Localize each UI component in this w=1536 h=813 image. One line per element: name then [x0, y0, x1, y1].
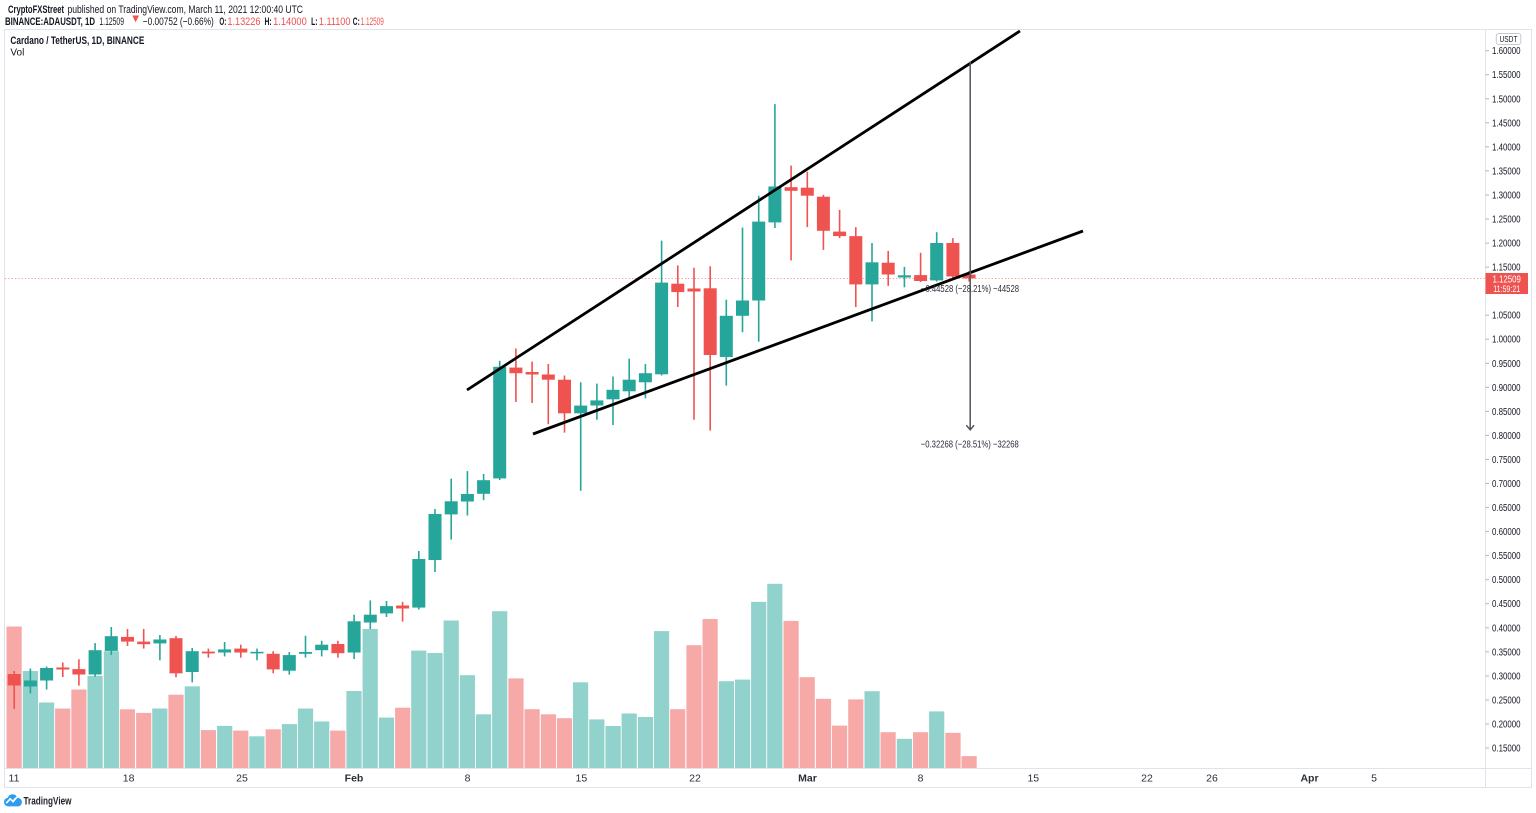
svg-text:−0.44528 (−28.21%) −44528: −0.44528 (−28.21%) −44528: [921, 284, 1019, 295]
svg-text:22: 22: [1141, 773, 1153, 785]
svg-text:1.00000: 1.00000: [1492, 335, 1521, 346]
svg-text:−0.00752 (−0.66%): −0.00752 (−0.66%): [143, 16, 214, 28]
svg-text:Apr: Apr: [1300, 773, 1318, 785]
svg-text:15: 15: [1027, 773, 1039, 785]
svg-text:26: 26: [1206, 773, 1218, 785]
svg-text:1.13226: 1.13226: [227, 16, 260, 28]
svg-text:0.85000: 0.85000: [1492, 407, 1521, 418]
svg-text:published on TradingView.com,: published on TradingView.com, March 11, …: [68, 4, 304, 16]
svg-text:0.35000: 0.35000: [1492, 647, 1521, 658]
svg-text:0.60000: 0.60000: [1492, 527, 1521, 538]
svg-text:18: 18: [123, 773, 135, 785]
svg-text:5: 5: [1371, 773, 1377, 785]
svg-text:1.45000: 1.45000: [1492, 118, 1521, 129]
svg-text:1.11100: 1.11100: [319, 16, 351, 28]
svg-text:25: 25: [236, 773, 248, 785]
svg-text:Vol: Vol: [10, 48, 24, 59]
svg-text:0.45000: 0.45000: [1492, 599, 1521, 610]
svg-text:CryptoFXStreet: CryptoFXStreet: [8, 4, 64, 16]
svg-text:0.20000: 0.20000: [1492, 720, 1521, 731]
svg-text:1.30000: 1.30000: [1492, 191, 1521, 202]
svg-text:1.12509: 1.12509: [99, 16, 124, 28]
svg-text:C:: C:: [353, 16, 360, 28]
svg-text:22: 22: [689, 773, 701, 785]
svg-text:1.35000: 1.35000: [1492, 166, 1521, 177]
svg-text:L:: L:: [311, 16, 317, 28]
svg-text:1.40000: 1.40000: [1492, 142, 1521, 153]
svg-text:O:: O:: [219, 16, 226, 28]
svg-text:0.70000: 0.70000: [1492, 479, 1521, 490]
svg-text:1.50000: 1.50000: [1492, 94, 1521, 105]
svg-text:11: 11: [9, 773, 20, 785]
svg-text:TradingView: TradingView: [24, 796, 72, 808]
svg-text:1.12509: 1.12509: [361, 16, 384, 28]
svg-text:0.90000: 0.90000: [1492, 383, 1521, 394]
svg-text:Feb: Feb: [345, 773, 364, 785]
svg-text:1.25000: 1.25000: [1492, 215, 1521, 226]
svg-text:0.25000: 0.25000: [1492, 695, 1521, 706]
svg-text:0.40000: 0.40000: [1492, 623, 1521, 634]
svg-text:8: 8: [918, 773, 924, 785]
svg-text:0.50000: 0.50000: [1492, 575, 1521, 586]
svg-text:0.75000: 0.75000: [1492, 455, 1521, 466]
svg-text:8: 8: [465, 773, 471, 785]
svg-text:0.95000: 0.95000: [1492, 359, 1521, 370]
svg-text:1.55000: 1.55000: [1492, 70, 1521, 81]
svg-text:0.65000: 0.65000: [1492, 503, 1521, 514]
svg-text:1.12509: 1.12509: [1492, 275, 1521, 286]
svg-text:−0.32268 (−28.51%) −32268: −0.32268 (−28.51%) −32268: [921, 440, 1019, 451]
svg-text:1.15000: 1.15000: [1492, 263, 1521, 274]
svg-text:0.15000: 0.15000: [1492, 744, 1521, 755]
svg-text:15: 15: [576, 773, 588, 785]
svg-text:1.14000: 1.14000: [273, 16, 307, 28]
svg-text:H:: H:: [265, 16, 272, 28]
svg-text:1.60000: 1.60000: [1492, 46, 1521, 57]
svg-text:0.55000: 0.55000: [1492, 551, 1521, 562]
svg-text:Cardano / TetherUS, 1D, BINANC: Cardano / TetherUS, 1D, BINANCE: [10, 35, 144, 47]
svg-text:0.80000: 0.80000: [1492, 431, 1521, 442]
svg-text:BINANCE:ADAUSDT, 1D: BINANCE:ADAUSDT, 1D: [5, 16, 95, 28]
svg-text:USDT: USDT: [1500, 34, 1518, 44]
svg-text:1.05000: 1.05000: [1492, 311, 1521, 322]
svg-text:1.20000: 1.20000: [1492, 239, 1521, 250]
svg-text:Mar: Mar: [798, 773, 817, 785]
svg-text:0.30000: 0.30000: [1492, 671, 1521, 682]
svg-text:11:59:21: 11:59:21: [1493, 284, 1520, 294]
